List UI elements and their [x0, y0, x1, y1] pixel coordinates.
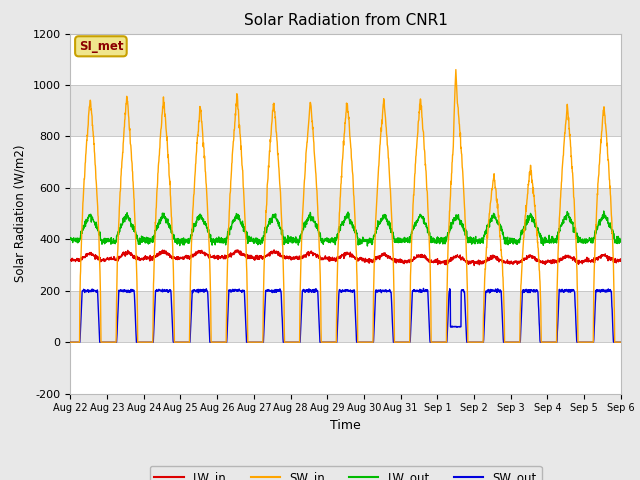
SW_out — [67, 339, 74, 345]
LW_in — [67, 257, 74, 263]
LW_out — [584, 240, 591, 245]
Line: SW_out: SW_out — [70, 288, 621, 342]
LW_out — [67, 236, 74, 241]
Line: LW_in: LW_in — [70, 250, 621, 265]
SW_in — [584, 339, 591, 345]
LW_in — [617, 256, 625, 262]
LW_out — [364, 243, 371, 249]
LW_out — [220, 237, 228, 242]
LW_in — [362, 258, 369, 264]
LW_out — [362, 239, 369, 244]
SW_in — [568, 169, 576, 175]
SW_in — [374, 187, 381, 192]
Title: Solar Radiation from CNR1: Solar Radiation from CNR1 — [244, 13, 447, 28]
SW_out — [617, 339, 625, 345]
Y-axis label: Solar Radiation (W/m2): Solar Radiation (W/m2) — [14, 145, 27, 282]
SW_out — [420, 286, 428, 291]
SW_out — [568, 287, 576, 293]
LW_in — [470, 263, 478, 268]
SW_in — [617, 339, 625, 345]
SW_in — [506, 339, 513, 345]
Line: SW_in: SW_in — [70, 70, 621, 342]
X-axis label: Time: Time — [330, 419, 361, 432]
LW_out — [506, 240, 513, 246]
Bar — [70, 291, 621, 342]
Bar — [70, 188, 621, 240]
Bar — [70, 85, 621, 136]
Legend: LW_in, SW_in, LW_out, SW_out: LW_in, SW_in, LW_out, SW_out — [150, 466, 541, 480]
LW_out — [617, 239, 625, 244]
LW_out — [374, 222, 381, 228]
LW_in — [270, 247, 278, 253]
SW_in — [67, 339, 74, 345]
Bar — [70, 240, 621, 291]
Bar — [70, 342, 621, 394]
LW_in — [220, 254, 228, 260]
SW_in — [452, 67, 460, 72]
SW_out — [374, 289, 381, 295]
LW_in — [584, 259, 592, 264]
LW_in — [506, 261, 514, 267]
SW_in — [220, 339, 228, 345]
SW_out — [362, 339, 369, 345]
LW_in — [374, 254, 381, 260]
Bar — [70, 34, 621, 85]
LW_out — [568, 221, 576, 227]
SW_in — [362, 339, 369, 345]
LW_out — [600, 208, 607, 214]
LW_in — [569, 257, 577, 263]
Bar — [70, 136, 621, 188]
SW_out — [220, 339, 228, 345]
Text: SI_met: SI_met — [79, 40, 123, 53]
SW_out — [584, 339, 591, 345]
Line: LW_out: LW_out — [70, 211, 621, 246]
SW_out — [506, 339, 513, 345]
